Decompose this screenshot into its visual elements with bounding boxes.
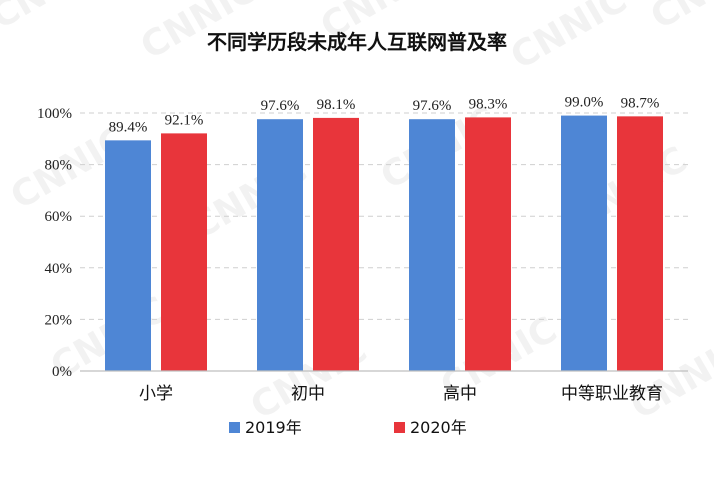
y-axis: 0% 20% 40% 60% 80% 100% (37, 106, 72, 380)
bar (409, 119, 455, 371)
bar (465, 117, 511, 371)
chart-title: 不同学历段未成年人互联网普及率 (207, 30, 507, 54)
data-label: 98.7% (621, 95, 660, 111)
data-label: 98.1% (317, 97, 356, 113)
legend-swatch (394, 422, 405, 433)
x-tick-label: 初中 (291, 384, 325, 404)
watermark-text: CNNIC (644, 0, 714, 38)
x-axis: 小学 初中 高中 中等职业教育 (80, 370, 688, 404)
watermark-text: CNNIC (0, 0, 114, 38)
data-label: 97.6% (261, 98, 300, 114)
legend-swatch (229, 422, 240, 433)
y-tick-label: 40% (45, 261, 73, 277)
y-tick-label: 0% (52, 364, 72, 380)
bar (617, 116, 663, 371)
bar (161, 133, 207, 371)
y-tick-label: 100% (37, 106, 72, 122)
x-tick-label: 中等职业教育 (561, 384, 663, 404)
y-tick-label: 80% (45, 158, 73, 174)
data-label: 99.0% (565, 95, 604, 111)
x-tick-label: 高中 (443, 384, 477, 404)
bar (105, 140, 151, 371)
legend: 2019年 2020年 (229, 418, 467, 437)
y-tick-label: 60% (45, 209, 73, 225)
data-label: 97.6% (413, 98, 452, 114)
legend-label: 2019年 (245, 418, 302, 437)
data-label: 92.1% (165, 112, 204, 128)
watermark-text: CNNIC (504, 0, 634, 78)
bar (313, 117, 359, 371)
data-label: 89.4% (109, 119, 148, 135)
bar (257, 119, 303, 371)
legend-label: 2020年 (410, 418, 467, 437)
x-tick-label: 小学 (139, 384, 173, 404)
data-label: 98.3% (469, 96, 508, 112)
y-tick-label: 20% (45, 312, 73, 328)
bars: 89.4% 92.1% 97.6% 98.1% 97.6% 98.3% 99.0% 98.7% (105, 95, 663, 371)
bar (561, 115, 607, 371)
